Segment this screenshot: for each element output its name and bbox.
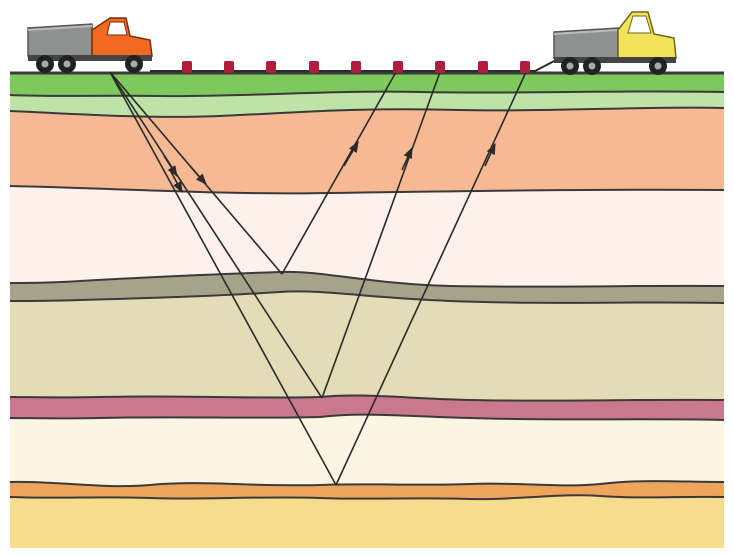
arrow-down-2 xyxy=(163,155,178,177)
ground-surface-layer xyxy=(10,73,724,97)
boundary-line xyxy=(9,270,725,288)
ray-up-2 xyxy=(321,71,441,399)
truck-window xyxy=(106,21,128,36)
peach-sediment-layer xyxy=(10,107,724,194)
truck-bed-rim xyxy=(553,29,619,35)
truck-wheel-hub xyxy=(654,62,662,70)
truck-wheel-hub xyxy=(130,60,138,68)
boundary-line xyxy=(9,106,725,118)
cream-layer xyxy=(10,414,724,487)
ray-down-2 xyxy=(109,71,323,399)
arrow-down-1 xyxy=(189,165,207,185)
truck-bed-rim xyxy=(27,25,93,31)
arrow-up-3 xyxy=(484,142,496,167)
recording-truck xyxy=(553,11,677,75)
truck-window xyxy=(627,15,652,34)
olive-reflector xyxy=(10,271,724,303)
boundary-line xyxy=(9,394,725,402)
geophone-array xyxy=(182,61,530,73)
geophone xyxy=(520,61,530,73)
geophone xyxy=(224,61,234,73)
geophone xyxy=(351,61,361,73)
arrow-up-1 xyxy=(343,141,359,167)
truck-wheel-hub xyxy=(588,62,596,70)
boundary-line xyxy=(9,185,725,195)
geophone xyxy=(266,61,276,73)
geophone xyxy=(309,61,319,73)
source-truck xyxy=(27,17,153,73)
geophone xyxy=(435,61,445,73)
layer-boundaries xyxy=(9,71,725,501)
boundary-line xyxy=(9,90,725,98)
boundary-line xyxy=(9,290,725,304)
truck-wheel-hub xyxy=(63,60,71,68)
geophone xyxy=(182,61,192,73)
yellow-bedrock-layer xyxy=(10,495,724,548)
ray-up-1 xyxy=(281,71,397,275)
boundary-line xyxy=(9,480,725,488)
geophone-cable xyxy=(150,57,561,72)
arrow-up-2 xyxy=(401,146,413,171)
topsoil-layer xyxy=(10,91,724,117)
truck-chassis xyxy=(28,55,152,61)
ray-up-3 xyxy=(335,71,527,486)
boundary-line xyxy=(9,494,725,501)
truck-chassis xyxy=(554,57,676,63)
geophone xyxy=(478,61,488,73)
ray-arrows xyxy=(163,141,496,193)
truck-wheel-hub xyxy=(41,60,49,68)
boundary-line xyxy=(9,413,725,421)
pale-pink-layer xyxy=(10,186,724,287)
khaki-layer xyxy=(10,291,724,401)
geophone xyxy=(393,61,403,73)
truck-wheel-hub xyxy=(566,62,574,70)
ray-down-3 xyxy=(109,71,337,486)
arrow-down-3 xyxy=(169,169,183,193)
